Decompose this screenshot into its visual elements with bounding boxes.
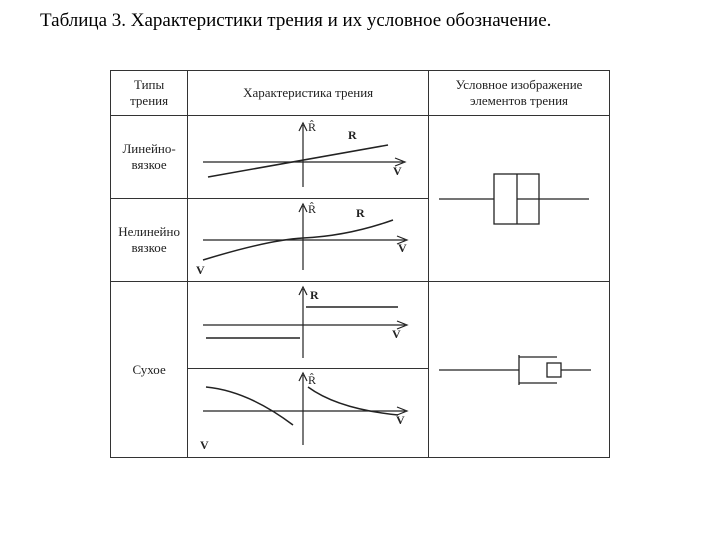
table-header-row: Типы трения Характеристика трения Условн…: [111, 71, 610, 116]
chart-stribeck: R̂ V V: [188, 369, 418, 457]
table-row: Сухое R V: [111, 282, 610, 458]
dry-friction-symbol: [429, 295, 599, 445]
friction-block: [547, 363, 561, 377]
v-label: V: [393, 164, 402, 178]
v-label: V: [396, 413, 405, 427]
chart-coulomb: R V: [188, 283, 418, 368]
r-hat-label: R̂: [308, 120, 316, 134]
row2-chart-cell: R̂ R V V: [188, 199, 429, 282]
row1-label: Линейно-вязкое: [111, 116, 188, 199]
v-label-left: V: [200, 438, 209, 452]
row3-chart-cell: R V R̂ V V: [188, 282, 429, 458]
header-types: Типы трения: [111, 71, 188, 116]
header-characteristic: Характеристика трения: [188, 71, 429, 116]
stribeck-left: [206, 387, 293, 425]
chart-linear-viscous: R̂ R V: [188, 117, 418, 197]
row2-label: Нелинейно вязкое: [111, 199, 188, 282]
r-label: R: [310, 288, 319, 302]
page-title: Таблица 3. Характеристики трения и их ус…: [40, 10, 680, 32]
v-label: V: [392, 327, 401, 341]
r-label: R: [348, 128, 357, 142]
r-hat-label: R̂: [308, 202, 316, 216]
v-label: V: [398, 241, 407, 255]
row1-chart-cell: R̂ R V: [188, 116, 429, 199]
damper-symbol-cell: [429, 116, 610, 282]
r-hat-label: R̂: [308, 372, 316, 386]
damper-symbol: [429, 124, 599, 274]
friction-symbol-cell: [429, 282, 610, 458]
chart-nonlinear-viscous: R̂ R V V: [188, 200, 418, 280]
header-symbol: Условное изображение элементов трения: [429, 71, 610, 116]
linear-line: [208, 145, 388, 177]
friction-table: Типы трения Характеристика трения Условн…: [110, 70, 610, 458]
r-label: R: [356, 206, 365, 220]
row3-label: Сухое: [111, 282, 188, 458]
v-label-left: V: [196, 263, 205, 277]
table-row: Линейно-вязкое R̂ R V: [111, 116, 610, 199]
